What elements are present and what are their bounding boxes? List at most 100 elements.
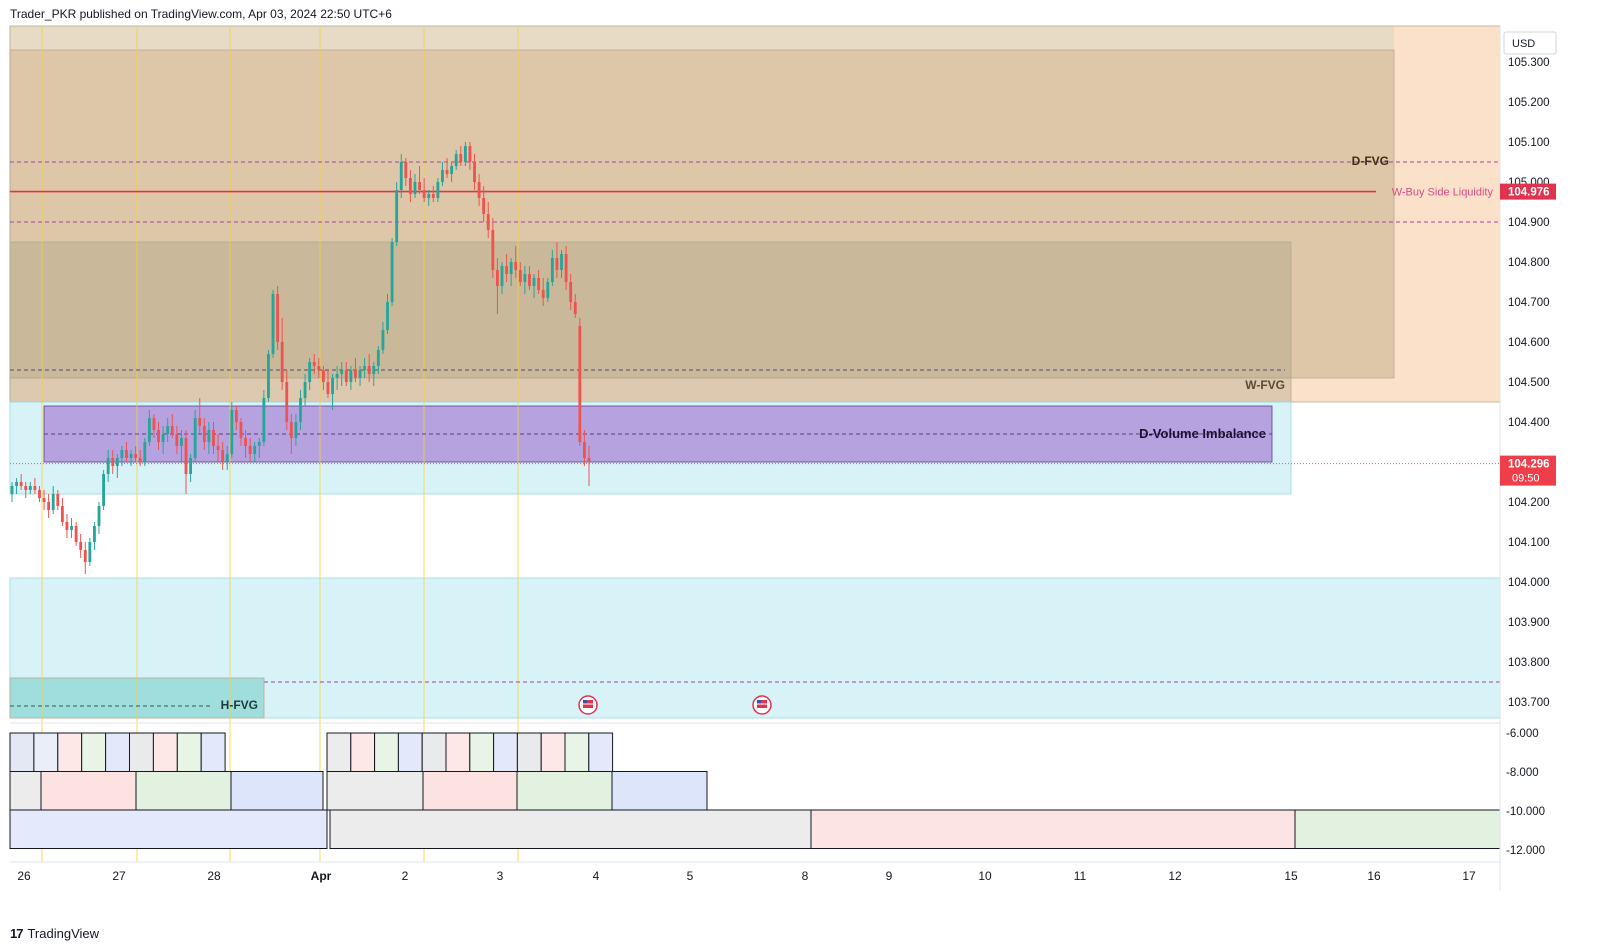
candle [418,166,421,194]
candle [500,262,504,294]
y-tick-label: 104.800 [1508,257,1550,269]
candle-body [436,182,440,198]
candle [253,442,257,462]
candle [15,478,18,494]
candle [138,450,142,466]
candle [70,518,73,538]
candle [143,438,147,466]
candle-body [331,378,334,394]
candle-body [399,162,403,190]
candle [276,286,280,350]
candle-body [514,262,518,270]
period-cell-r1 [135,771,232,811]
x-tick-label: 10 [978,869,992,883]
candle [102,470,106,510]
y-tick-label: 105.100 [1508,137,1550,149]
candle [111,450,115,474]
candle-body [381,330,385,350]
candle-body [138,458,142,462]
y-tick-label: 105.200 [1508,97,1550,109]
period-cell-r1 [40,771,137,811]
candle [390,238,394,306]
footer-brand: 17 TradingView [10,926,99,941]
candle-body [340,370,344,374]
candle [234,406,238,430]
candle [560,250,563,278]
candle-body [19,482,23,486]
candle [207,422,211,454]
sub-y-tick-label: -8.000 [1506,767,1539,779]
x-tick-label: 3 [497,869,504,883]
candle-body [184,438,188,474]
y-tick-label: 104.400 [1508,417,1550,429]
us-event-flag-2[interactable] [752,695,772,715]
candle [47,494,51,518]
sub-y-tick-label: -10.000 [1506,806,1545,818]
candle-body [271,294,275,354]
y-tick-label: 104.500 [1508,377,1550,389]
period-cell-r1 [326,771,424,811]
candle-body [564,254,568,282]
candle [262,390,266,446]
candle [299,390,302,430]
candle [317,358,321,378]
candle [161,426,165,454]
liquidity-price-badge [1500,183,1556,200]
candle [294,414,298,446]
candle [349,366,353,390]
candle-body [441,170,444,182]
sub-y-tick-label: -12.000 [1506,845,1545,857]
candle [170,414,174,438]
period-cell-r1 [422,771,518,811]
x-tick-label: 28 [207,869,221,883]
candle [532,274,536,298]
candle-body [216,446,220,450]
candle [248,438,252,462]
tradingview-logo-icon: 17 [10,926,24,941]
candle-body [459,154,463,162]
candle-body [463,146,467,162]
candle [33,478,37,494]
candle-body [509,262,513,274]
currency-label[interactable]: USD [1512,38,1535,50]
candle-body [303,382,307,398]
candle [477,174,481,206]
candle-body [161,434,165,442]
currency-box[interactable] [1503,31,1557,55]
d-fvg-inner-zone [9,49,1395,379]
period-cell-r0 [9,732,35,772]
candle-body [276,294,280,342]
candle [331,374,334,410]
candle-body [500,266,504,286]
candle [404,158,408,186]
candle [79,534,83,558]
candle-body [413,182,417,194]
y-tick-label: 103.900 [1508,617,1550,629]
candle [505,254,508,282]
candle [454,150,458,170]
candle-body [15,482,18,486]
candle-body [518,270,522,282]
x-tick-label: 27 [112,869,126,883]
candle [441,162,444,186]
candle [125,442,128,462]
candle [93,522,96,550]
candle [363,358,367,378]
candle-body [326,382,330,394]
candle [24,482,28,498]
candle [546,278,550,302]
x-tick-label: 17 [1462,869,1476,883]
candle-body [166,426,170,434]
candle [523,266,527,294]
candle [38,486,41,502]
candle [445,158,449,178]
candle-body [285,382,289,422]
candle-body [74,526,78,542]
candle-body [578,326,582,442]
x-tick-label: 5 [687,869,694,883]
us-event-flag-1[interactable] [578,695,598,715]
candle [202,418,206,450]
candle-body [349,370,353,382]
candle-body [257,442,261,446]
